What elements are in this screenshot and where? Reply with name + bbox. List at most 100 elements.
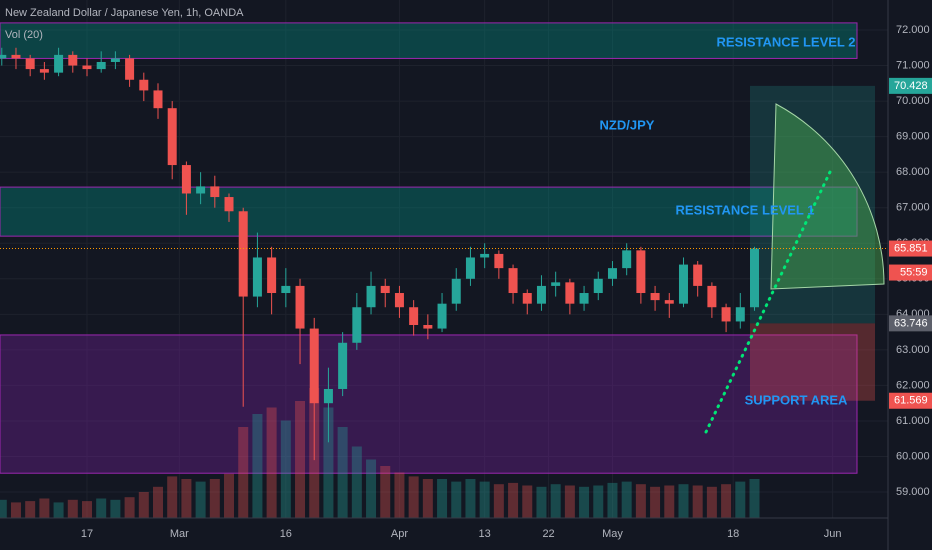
candle-body [54, 54, 64, 73]
price-label: 63.746 [894, 317, 928, 329]
volume-bar [593, 485, 604, 518]
candle-body [579, 293, 589, 304]
annotation: NZD/JPY [600, 117, 655, 132]
volume-bar [678, 484, 689, 518]
candle-body [366, 285, 376, 308]
volume-bar [181, 479, 192, 518]
volume-bar [53, 502, 64, 518]
volume-bar [522, 485, 533, 518]
candle-body [11, 54, 21, 59]
candle-body [721, 307, 731, 322]
volume-bar [465, 479, 476, 518]
volume-bar [564, 485, 575, 518]
candle-body [536, 285, 546, 304]
volume-bar [266, 407, 277, 518]
volume-bar [351, 446, 362, 518]
volume-bar [337, 427, 348, 518]
candle-body [252, 257, 262, 297]
volume-bar [380, 466, 391, 518]
x-tick-label: 16 [280, 528, 292, 540]
zone [0, 186, 858, 237]
y-tick-label: 60.000 [896, 450, 930, 462]
volume-bar [394, 472, 405, 518]
chart-title: New Zealand Dollar / Japanese Yen, 1h, O… [5, 7, 244, 19]
countdown-box [889, 264, 932, 281]
volume-bar [422, 479, 433, 518]
volume-bar [153, 486, 164, 518]
candle-body [622, 250, 632, 269]
candle-body [238, 211, 248, 297]
volume-bar [635, 484, 646, 518]
volume-bar [0, 499, 7, 518]
candle-body [224, 197, 234, 212]
candle-body [465, 257, 475, 279]
volume-bar [10, 502, 21, 518]
candle-body [707, 285, 717, 308]
volume-bar [238, 427, 249, 518]
zone [0, 334, 858, 474]
x-tick-label: 18 [727, 528, 739, 540]
y-tick-label: 72.000 [896, 24, 930, 36]
price-label-box [889, 240, 932, 257]
volume-bar [735, 481, 746, 518]
candle-body [281, 285, 291, 294]
zone [0, 22, 858, 59]
y-tick-label: 68.000 [896, 166, 930, 178]
candle-body [125, 58, 135, 80]
candle-body [380, 285, 390, 294]
y-tick-label: 61.000 [896, 415, 930, 427]
candle-body [267, 257, 277, 294]
candle-body [25, 58, 35, 70]
projection-arrow [704, 170, 832, 434]
price-label-box [889, 315, 932, 332]
annotation: RESISTANCE LEVEL 2 [717, 34, 856, 49]
candle-body [167, 108, 177, 166]
candle-body [295, 285, 305, 329]
candle-body [153, 90, 163, 109]
candle-body [693, 264, 703, 286]
candle-body [735, 307, 745, 322]
volume-bar [67, 499, 78, 518]
candle-body [39, 69, 49, 73]
candle-body [565, 282, 575, 304]
volume-bar [579, 486, 590, 518]
volume-bar [479, 481, 490, 518]
candle-body [494, 253, 504, 269]
volume-bar [621, 481, 632, 518]
candle-body [196, 186, 206, 194]
y-tick-label: 67.000 [896, 202, 930, 214]
volume-bar [706, 486, 717, 518]
candle-body [96, 61, 106, 70]
volume-bar [607, 482, 618, 518]
candle-body [749, 248, 759, 308]
volume-bar [493, 484, 504, 518]
candle-body [409, 307, 419, 326]
y-tick-label: 63.000 [896, 344, 930, 356]
volume-bar [110, 499, 121, 518]
volume-bar [650, 486, 661, 518]
volume-bar [25, 501, 36, 518]
candle-body [607, 268, 617, 279]
arc-shape [770, 103, 885, 290]
volume-bar [224, 473, 235, 518]
candle-body [636, 250, 646, 294]
price-label: 70.428 [894, 80, 928, 92]
volume-bar [437, 479, 448, 518]
volume-bar [366, 459, 377, 518]
candle-body [664, 300, 674, 304]
volume-bar [81, 501, 92, 518]
x-tick-label: Mar [170, 528, 189, 540]
price-label-box [889, 392, 932, 409]
volume-bar [167, 476, 178, 518]
candle-body [68, 54, 78, 66]
y-tick-label: 59.000 [896, 486, 930, 498]
candle-body [394, 293, 404, 308]
x-tick-label: Apr [391, 528, 408, 540]
volume-bar [209, 479, 220, 518]
volume-bar [280, 420, 291, 518]
candle-body [451, 278, 461, 304]
price-label-box [889, 77, 932, 94]
annotation: SUPPORT AREA [745, 392, 848, 407]
y-tick-label: 69.000 [896, 131, 930, 143]
stop-area [750, 323, 875, 401]
